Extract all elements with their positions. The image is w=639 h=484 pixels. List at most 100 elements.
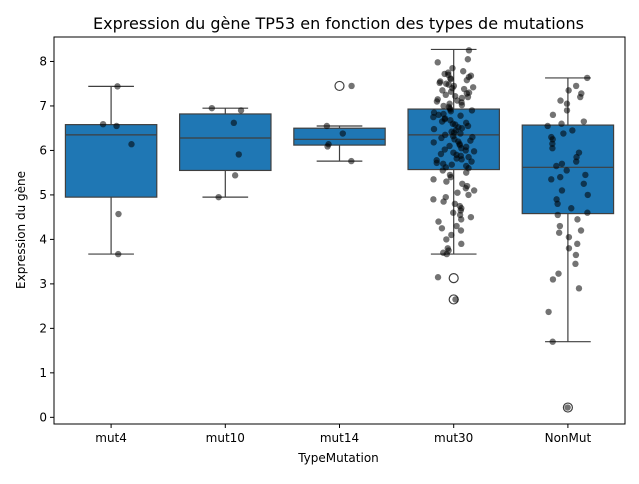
data-point [449,64,456,72]
data-point [441,146,448,153]
data-point [435,111,442,119]
data-point [558,187,566,194]
data-point [442,91,450,99]
data-point [452,296,459,303]
data-point [549,145,556,152]
data-point [549,111,557,119]
data-point [114,83,121,90]
data-point [462,185,469,192]
data-point [235,151,242,158]
data-point [574,240,581,248]
x-tick-label: NonMut [545,431,592,445]
y-tick-label: 5 [39,188,47,202]
data-point [448,161,455,168]
data-point [565,233,573,241]
y-tick-label: 4 [39,232,47,246]
data-point [560,130,567,137]
data-point [564,404,571,411]
data-point [565,245,573,252]
data-point [460,68,467,75]
data-point [580,118,588,125]
data-point [558,160,566,167]
data-point [115,210,122,218]
x-tick-label: mut14 [320,431,359,445]
data-point [545,308,552,316]
data-point [237,107,245,114]
y-tick-label: 7 [39,99,47,113]
data-point [446,142,453,150]
plot-area: 0 1 2 3 4 5 6 7 8 mut4 mut10 mut14 mut30 NonMut [39,47,615,445]
y-tick-label: 6 [39,143,47,157]
data-point [433,98,441,105]
data-point [580,180,587,187]
data-point [348,82,355,90]
data-point [430,196,437,203]
data-point [572,251,580,259]
box-mut4 [64,124,158,198]
y-tick-label: 8 [39,54,47,68]
data-point [430,139,437,146]
data-point [458,240,465,248]
data-point [457,227,465,234]
data-point [458,124,466,132]
data-point [324,143,331,150]
data-point [544,122,551,130]
data-point [447,108,455,115]
data-point [323,122,331,130]
data-point [450,209,457,216]
data-point [463,76,471,84]
data-point [573,158,580,165]
data-point [549,276,557,283]
data-point [468,158,475,165]
data-point [99,120,107,128]
y-tick-label: 1 [39,366,47,380]
data-point [575,285,583,292]
data-point [556,222,564,230]
data-point [215,193,222,201]
outlier-marker [562,402,574,413]
data-point [554,211,561,219]
data-point [437,150,445,158]
outlier-marker [448,272,459,284]
data-point [584,209,591,216]
x-tick-label: mut4 [95,431,127,445]
data-point [208,104,216,112]
data-point [569,127,576,134]
data-point [348,157,355,165]
data-point [464,56,472,63]
data-point [457,130,464,137]
y-axis-label: Expression du gène [14,171,28,289]
data-point [549,140,556,147]
data-point [465,47,473,54]
data-point [447,173,455,181]
data-point [430,176,437,183]
data-point [438,225,446,232]
data-point [468,107,476,114]
data-point [549,338,556,345]
axes-frame [53,36,626,425]
data-point [457,112,464,119]
data-point [448,231,455,239]
data-point [453,155,460,162]
data-point [434,59,441,66]
data-point [465,191,472,199]
data-point [115,250,122,258]
data-point [577,93,584,101]
data-point [451,200,459,208]
data-point [430,113,437,121]
data-point [577,227,585,234]
data-point [470,187,478,194]
data-point [339,130,346,137]
data-point [548,176,555,183]
data-point [440,198,447,205]
y-tick-label: 3 [39,277,47,291]
chart-title: Expression du gène TP53 en fonction des … [93,14,584,33]
data-point [128,141,135,148]
data-point [443,250,450,258]
data-point [555,270,562,277]
y-tick-label: 2 [39,321,47,335]
data-point [563,100,571,107]
data-point [563,167,570,174]
data-point [584,191,591,199]
